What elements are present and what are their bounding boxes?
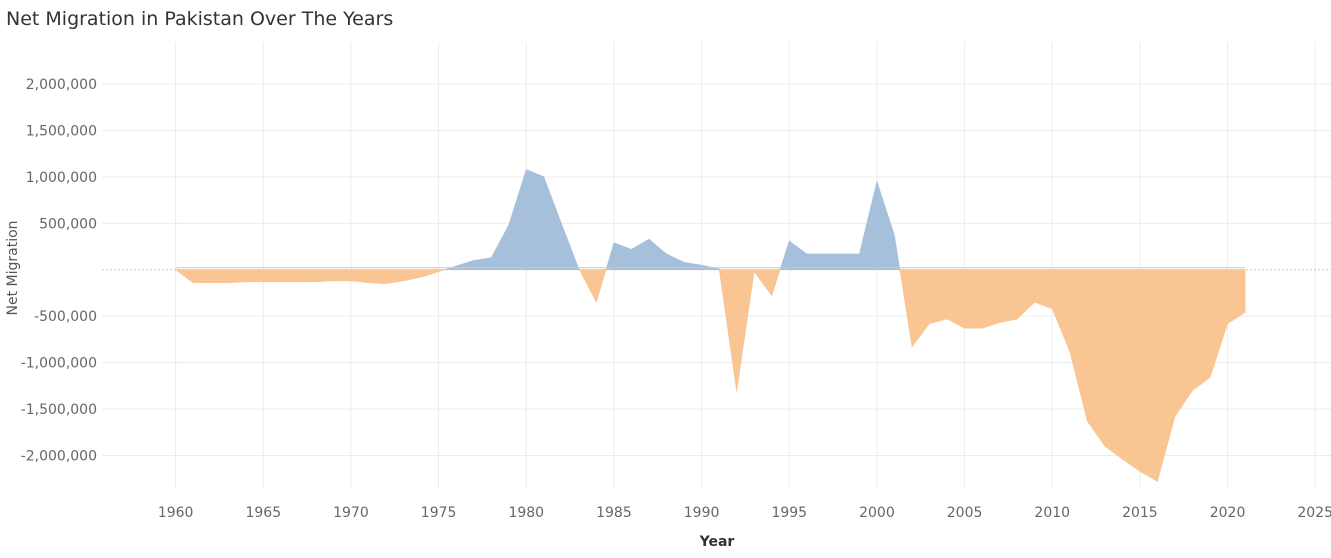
x-tick-label: 2005 — [947, 505, 983, 521]
x-tick-label: 1980 — [508, 505, 544, 521]
x-tick-label: 1970 — [333, 505, 369, 521]
x-tick-label: 1975 — [421, 505, 457, 521]
negative-area — [174, 269, 1246, 483]
y-tick-label: 1,500,000 — [26, 123, 97, 139]
x-tick-label: 2010 — [1034, 505, 1070, 521]
x-tick-label: 2025 — [1297, 505, 1331, 521]
x-tick-label: 2020 — [1210, 505, 1246, 521]
chart-title: Net Migration in Pakistan Over The Years — [6, 8, 394, 30]
positive-area — [175, 168, 1246, 271]
y-tick-label: -1,500,000 — [21, 402, 97, 418]
x-tick-label: 1995 — [771, 505, 807, 521]
y-tick-label: 2,000,000 — [26, 77, 97, 93]
y-tick-label: 500,000 — [39, 216, 97, 232]
y-tick-label: -1,000,000 — [21, 356, 97, 372]
x-axis-title: Year — [699, 534, 735, 550]
grid-lines — [102, 42, 1331, 488]
y-tick-label: -2,000,000 — [21, 448, 97, 464]
y-axis-title: Net Migration — [5, 220, 21, 315]
x-tick-label: 2000 — [859, 505, 895, 521]
axis-labels: 2,000,000 1,500,000 1,000,000 500,000 -500,0… — [21, 77, 1331, 521]
x-tick-label: 1960 — [158, 505, 194, 521]
x-tick-label: 1985 — [596, 505, 632, 521]
x-tick-label: 1990 — [684, 505, 720, 521]
x-tick-label: 1965 — [245, 505, 281, 521]
y-tick-label: -500,000 — [34, 309, 97, 325]
x-tick-label: 2015 — [1122, 505, 1158, 521]
area-layer — [174, 168, 1246, 483]
y-tick-label: 1,000,000 — [26, 170, 97, 186]
